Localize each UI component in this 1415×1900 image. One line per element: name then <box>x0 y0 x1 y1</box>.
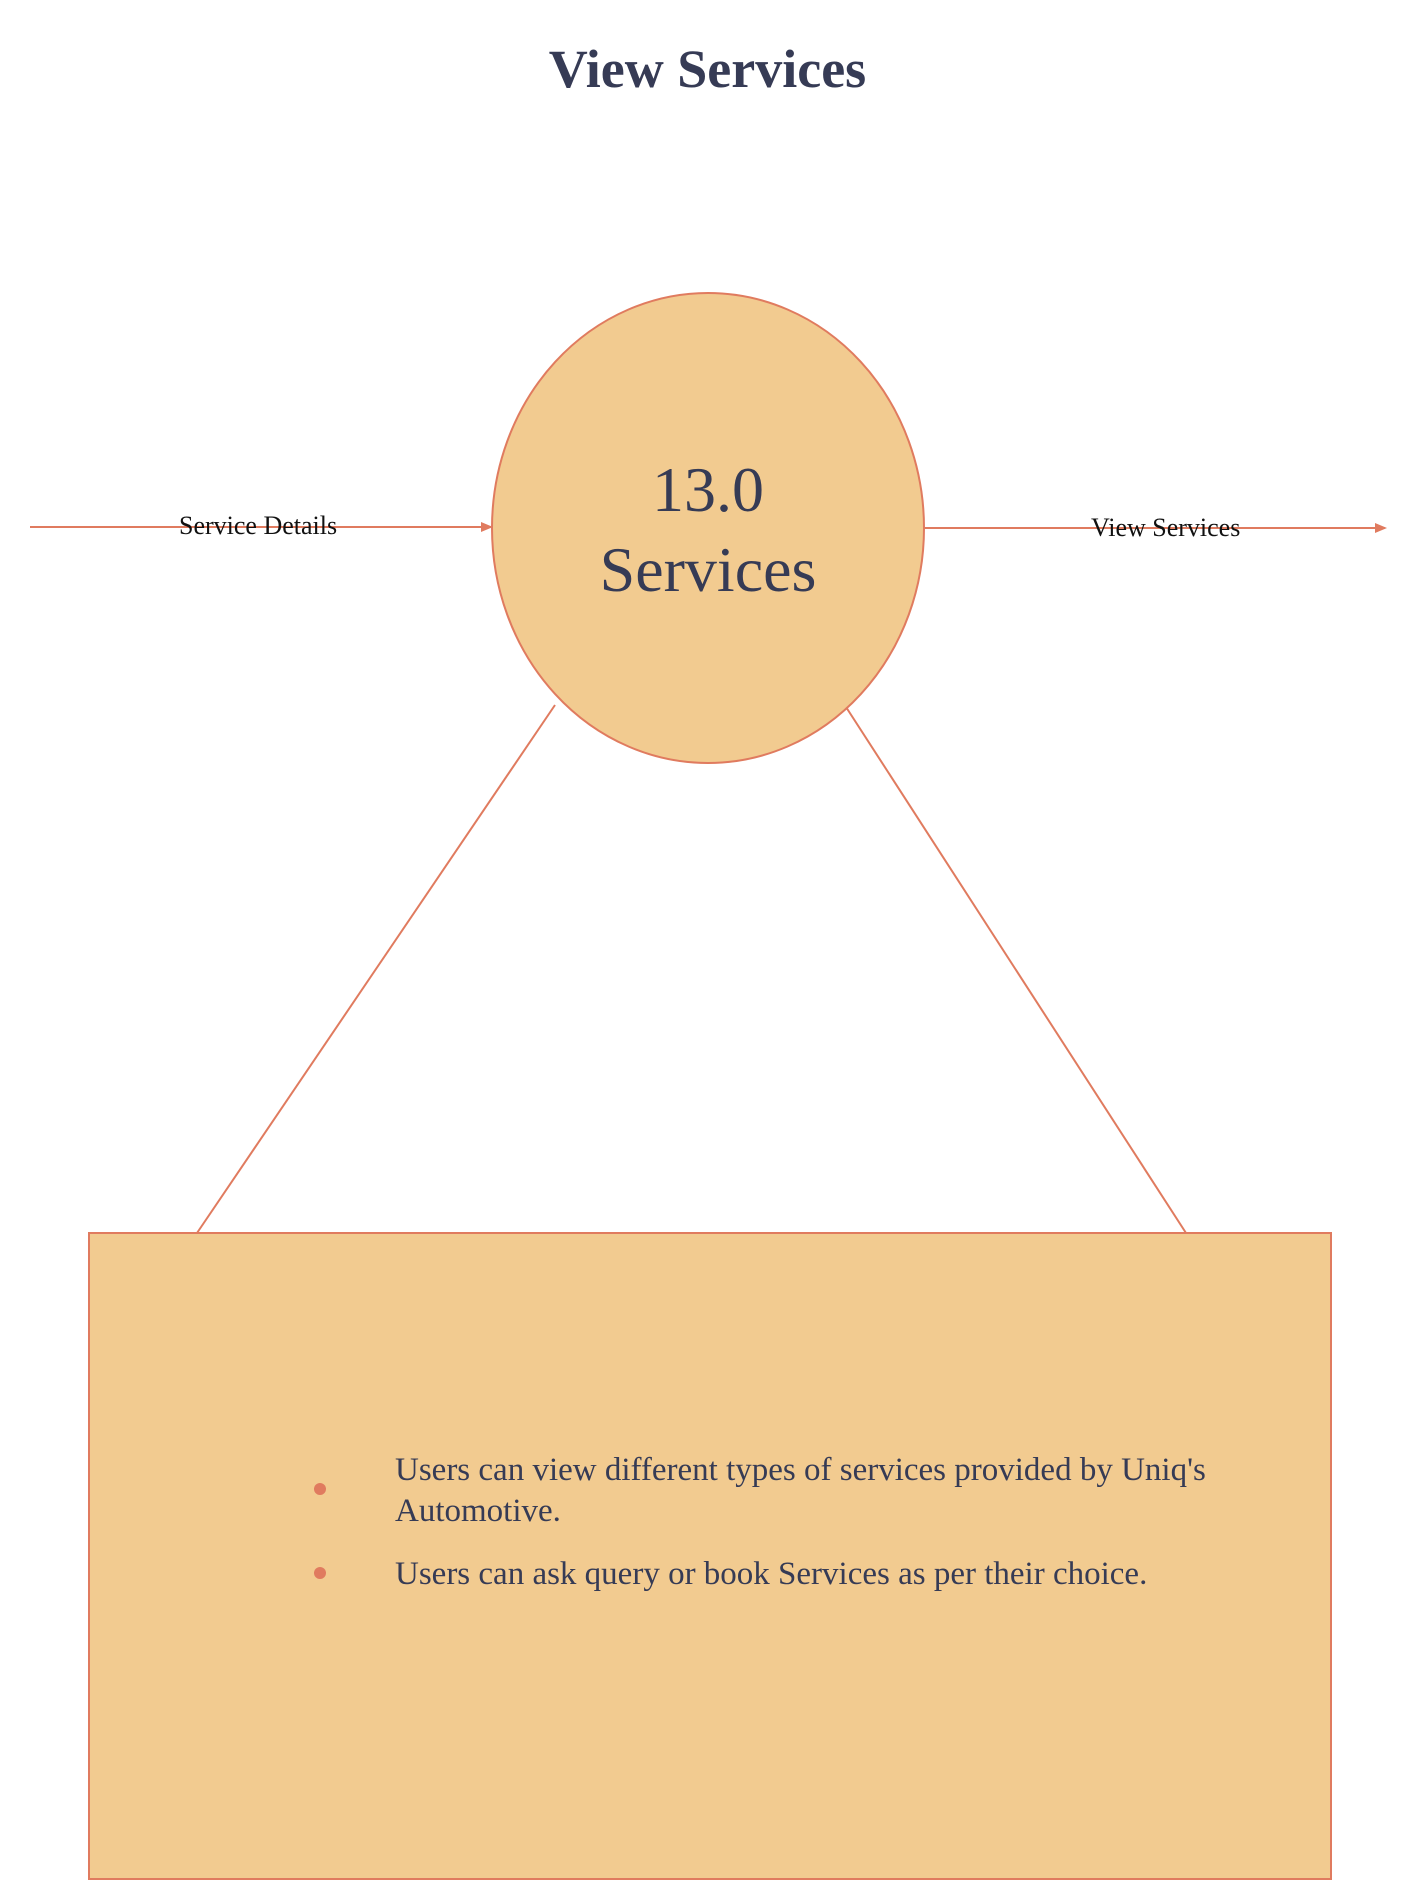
note-item-text: Users can view different types of servic… <box>395 1452 1206 1529</box>
input-flow-label: Service Details <box>179 511 338 540</box>
note-item: Users can ask query or book Services as … <box>310 1554 1210 1595</box>
output-flow-label: View Services <box>1091 513 1241 542</box>
note-box <box>88 1232 1332 1880</box>
diagram-title: View Services <box>548 39 867 99</box>
note-item: Users can view different types of servic… <box>310 1450 1210 1532</box>
note-list: Users can view different types of servic… <box>310 1450 1210 1617</box>
connector-line-left <box>196 704 556 1234</box>
note-item-text: Users can ask query or book Services as … <box>395 1556 1148 1592</box>
bullet-icon <box>314 1567 326 1579</box>
bullet-icon <box>314 1483 326 1495</box>
process-circle <box>491 292 925 764</box>
connector-line-right <box>845 706 1187 1234</box>
process-number: 13.0 <box>652 454 764 525</box>
process-name: Services <box>599 534 817 605</box>
